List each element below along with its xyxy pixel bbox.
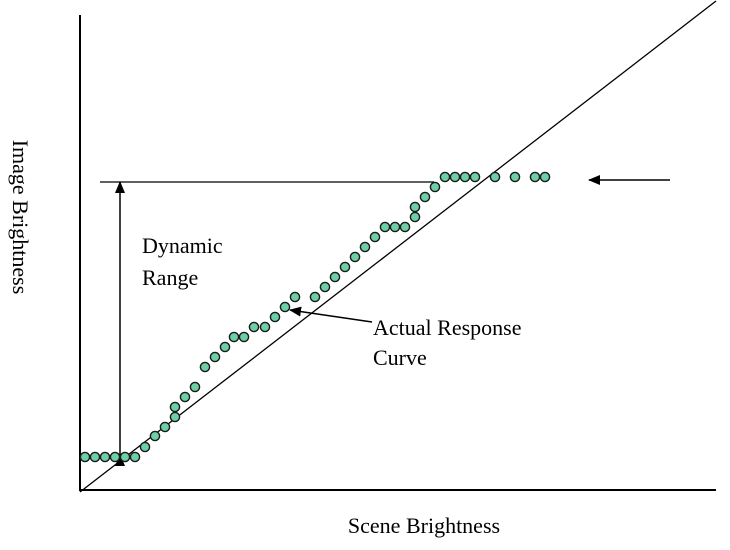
response-point bbox=[409, 201, 421, 213]
response-point bbox=[489, 171, 501, 183]
response-point bbox=[219, 341, 231, 353]
response-point bbox=[79, 451, 91, 463]
response-point bbox=[189, 381, 201, 393]
response-point bbox=[228, 331, 240, 343]
y-axis-label: Image Brightness bbox=[8, 139, 33, 295]
response-point bbox=[309, 291, 321, 303]
response-point bbox=[248, 321, 260, 333]
response-point bbox=[169, 401, 181, 413]
response-point bbox=[539, 171, 551, 183]
response-point bbox=[329, 271, 341, 283]
response-point bbox=[369, 231, 381, 243]
response-point bbox=[509, 171, 521, 183]
response-point bbox=[359, 241, 371, 253]
response-point bbox=[89, 451, 101, 463]
response-point bbox=[459, 171, 471, 183]
response-point bbox=[109, 451, 121, 463]
response-point bbox=[389, 221, 401, 233]
response-point bbox=[279, 301, 291, 313]
dynamic-range-label-line1: Dynamic bbox=[142, 233, 223, 258]
response-curve-label-line2: Curve bbox=[373, 345, 427, 370]
linear-reference-line bbox=[79, 0, 717, 493]
response-point bbox=[269, 311, 281, 323]
response-point bbox=[449, 171, 461, 183]
response-point bbox=[199, 361, 211, 373]
response-point bbox=[238, 331, 250, 343]
response-point bbox=[399, 221, 411, 233]
response-point bbox=[529, 171, 541, 183]
response-point bbox=[409, 211, 421, 223]
response-point bbox=[319, 281, 331, 293]
response-point bbox=[129, 451, 141, 463]
response-point bbox=[259, 321, 271, 333]
response-curve-label-line1: Actual Response bbox=[373, 315, 522, 340]
response-point bbox=[439, 171, 451, 183]
response-point bbox=[339, 261, 351, 273]
x-axis-label: Scene Brightness bbox=[347, 513, 501, 538]
response-point bbox=[349, 251, 361, 263]
response-point bbox=[209, 351, 221, 363]
response-point bbox=[379, 221, 391, 233]
response-point bbox=[139, 441, 151, 453]
response-point bbox=[119, 451, 131, 463]
response-point bbox=[429, 181, 441, 193]
dynamic-range-label-line2: Range bbox=[142, 265, 199, 290]
response-point bbox=[169, 411, 181, 423]
response-point bbox=[99, 451, 111, 463]
response-point bbox=[419, 191, 431, 203]
response-curve-pointer-arrow bbox=[289, 306, 373, 323]
response-point bbox=[289, 291, 301, 303]
response-point bbox=[159, 421, 171, 433]
response-point bbox=[469, 171, 481, 183]
response-point bbox=[149, 430, 161, 442]
response-point bbox=[179, 391, 191, 403]
response-curve-points bbox=[79, 171, 551, 463]
